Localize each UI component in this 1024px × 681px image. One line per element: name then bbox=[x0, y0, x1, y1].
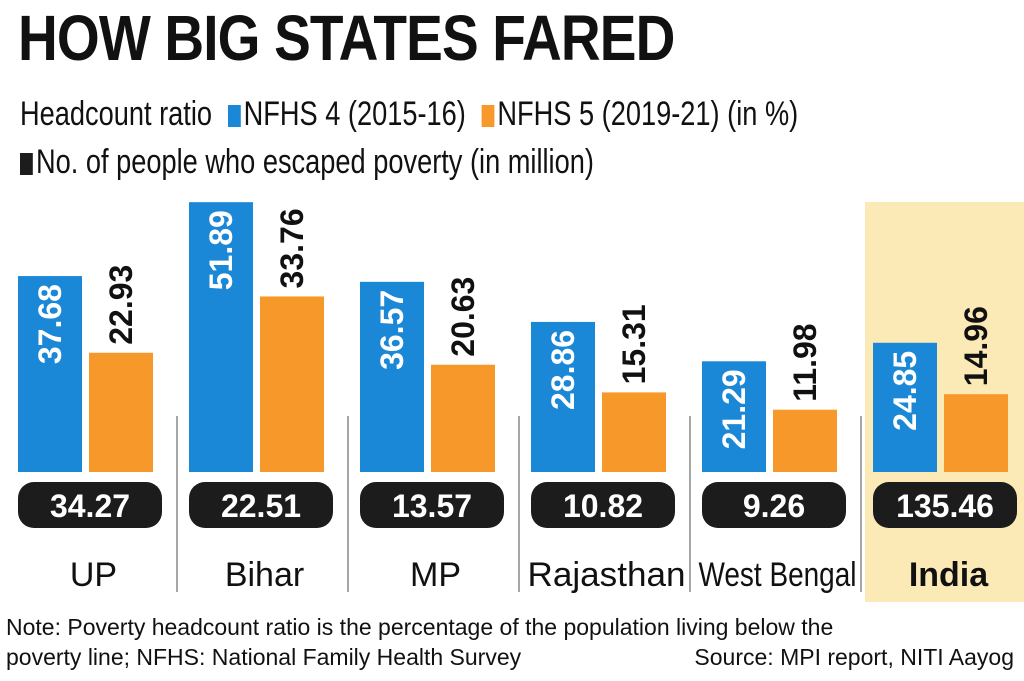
legend-swatch-escaped bbox=[20, 153, 33, 175]
escaped-pill-bihar bbox=[189, 482, 333, 528]
bar-nfhs5-bihar bbox=[260, 296, 324, 472]
escaped-value-india: 135.46 bbox=[896, 488, 994, 524]
value-label-nfhs5-bihar: 33.76 bbox=[274, 208, 310, 288]
footnote-line-2: poverty line; NFHS: National Family Heal… bbox=[6, 644, 522, 670]
bar-nfhs5-west-bengal bbox=[773, 409, 837, 472]
escaped-pill-india bbox=[873, 482, 1017, 528]
category-label-rajasthan: Rajasthan bbox=[528, 556, 686, 594]
bar-nfhs5-up bbox=[89, 352, 153, 472]
category-label-mp: MP bbox=[410, 556, 461, 594]
legend-label-nfhs4: NFHS 4 (2015-16) bbox=[243, 95, 466, 133]
escaped-pill-rajasthan bbox=[531, 482, 675, 528]
escaped-pill-mp bbox=[360, 482, 504, 528]
legend-swatch-nfhs5 bbox=[481, 105, 495, 127]
bar-nfhs4-india bbox=[873, 342, 937, 472]
category-label-west-bengal: West Bengal bbox=[699, 556, 857, 594]
footnote: Note: Poverty headcount ratio is the per… bbox=[6, 612, 833, 672]
value-label-nfhs4-bihar: 51.89 bbox=[203, 210, 239, 290]
bar-nfhs5-rajasthan bbox=[602, 392, 666, 472]
legend-label-escaped: No. of people who escaped poverty (in mi… bbox=[36, 143, 594, 181]
escaped-value-rajasthan: 10.82 bbox=[563, 488, 643, 524]
bar-nfhs4-bihar bbox=[189, 202, 253, 472]
legend-row-escaped: No. of people who escaped poverty (in mi… bbox=[20, 142, 594, 182]
value-label-nfhs5-up: 22.93 bbox=[103, 265, 139, 345]
footnote-line-1: Note: Poverty headcount ratio is the per… bbox=[6, 614, 834, 640]
value-label-nfhs5-mp: 20.63 bbox=[445, 277, 481, 357]
bar-nfhs4-rajasthan bbox=[531, 321, 595, 472]
bar-nfhs4-mp bbox=[360, 281, 424, 472]
escaped-value-mp: 13.57 bbox=[392, 488, 472, 524]
bar-nfhs4-up bbox=[18, 276, 82, 472]
value-label-nfhs5-west-bengal: 11.98 bbox=[787, 323, 823, 401]
escaped-value-west-bengal: 9.26 bbox=[743, 488, 805, 524]
bar-nfhs5-mp bbox=[431, 364, 495, 472]
value-label-nfhs4-rajasthan: 28.86 bbox=[545, 330, 581, 410]
chart-title: HOW BIG STATES FARED bbox=[18, 2, 675, 74]
legend-unit: (in %) bbox=[727, 95, 799, 133]
bar-nfhs4-west-bengal bbox=[702, 361, 766, 472]
value-label-nfhs4-west-bengal: 21.29 bbox=[716, 369, 752, 449]
value-label-nfhs4-india: 24.85 bbox=[887, 351, 923, 431]
category-label-bihar: Bihar bbox=[225, 556, 304, 594]
legend-row-headcount: Headcount ratio NFHS 4 (2015-16) NFHS 5 … bbox=[20, 94, 798, 134]
legend-swatch-nfhs4 bbox=[227, 105, 241, 127]
bar-nfhs5-india bbox=[944, 394, 1008, 472]
escaped-value-bihar: 22.51 bbox=[221, 488, 301, 524]
escaped-value-up: 34.27 bbox=[50, 488, 130, 524]
legend-lead: Headcount ratio bbox=[20, 95, 213, 133]
legend-label-nfhs5: NFHS 5 (2019-21) bbox=[497, 95, 720, 133]
category-label-up: UP bbox=[70, 556, 117, 594]
escaped-pill-west-bengal bbox=[702, 482, 846, 528]
category-label-india: India bbox=[909, 556, 989, 594]
source-credit: Source: MPI report, NITI Aayog bbox=[694, 644, 1014, 670]
value-label-nfhs5-rajasthan: 15.31 bbox=[616, 304, 652, 384]
bar-chart: 37.68 22.93 34.27 UP 51.89 33.76 22.51 Bihar 36.… bbox=[18, 202, 1024, 602]
value-label-nfhs4-up: 37.68 bbox=[32, 284, 68, 364]
value-label-nfhs4-mp: 36.57 bbox=[374, 290, 410, 370]
value-label-nfhs5-india: 14.96 bbox=[958, 306, 994, 386]
escaped-pill-up bbox=[18, 482, 162, 528]
